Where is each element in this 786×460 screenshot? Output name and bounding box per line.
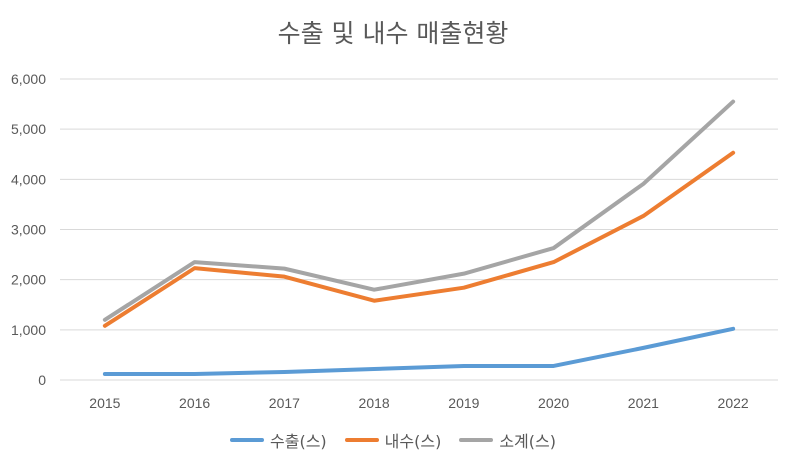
legend-item-subtotal: 소계(스) — [459, 428, 556, 452]
x-tick-label: 2015 — [89, 395, 120, 411]
legend-item-domestic: 내수(스) — [344, 428, 442, 452]
y-tick-label: 3,000 — [11, 222, 46, 238]
legend-label-export: 수출(스) — [270, 432, 327, 451]
y-tick-label: 1,000 — [11, 322, 46, 338]
x-tick-label: 2020 — [538, 395, 569, 411]
x-tick-label: 2022 — [718, 395, 749, 411]
y-tick-label: 2,000 — [11, 272, 46, 288]
legend: 수출(스) 내수(스) 소계(스) — [0, 428, 786, 452]
series-line-subtotal — [102, 99, 736, 322]
y-tick-label: 4,000 — [11, 171, 46, 187]
y-tick-label: 0 — [38, 372, 46, 388]
legend-label-subtotal: 소계(스) — [499, 432, 556, 451]
legend-label-domestic: 내수(스) — [384, 432, 442, 451]
x-tick-label: 2016 — [179, 395, 210, 411]
legend-item-export: 수출(스) — [230, 428, 327, 452]
legend-swatch-export — [230, 438, 265, 442]
legend-swatch-subtotal — [459, 438, 494, 442]
series-line-export — [102, 326, 736, 376]
x-tick-label: 2017 — [269, 395, 300, 411]
series-lines — [102, 99, 736, 376]
x-tick-label: 2019 — [448, 395, 479, 411]
y-axis-ticks: 0 1,000 2,000 3,000 4,000 5,000 6,000 — [11, 71, 46, 388]
x-axis-ticks: 2015 2016 2017 2018 2019 2020 2021 2022 — [89, 395, 749, 411]
chart-title: 수출 및 내수 매출현황 — [277, 19, 509, 48]
legend-swatch-domestic — [344, 438, 379, 442]
y-tick-label: 5,000 — [11, 121, 46, 137]
x-tick-label: 2021 — [628, 395, 659, 411]
gridlines — [60, 78, 778, 381]
y-tick-label: 6,000 — [11, 71, 46, 87]
series-line-domestic — [102, 150, 736, 328]
x-tick-label: 2018 — [359, 395, 390, 411]
